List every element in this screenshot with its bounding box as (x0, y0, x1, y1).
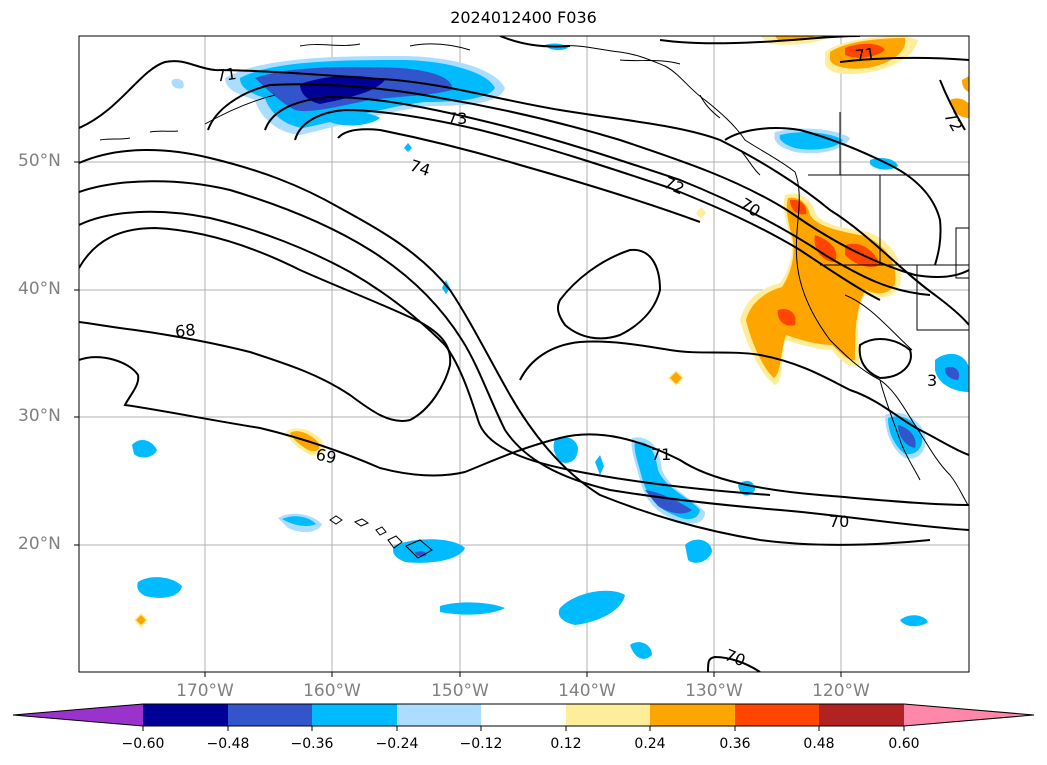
hawaiian-islands (329, 515, 433, 559)
colorbar-segment (228, 704, 312, 726)
colorbar-segment (735, 704, 819, 726)
lon-label: 160°W (303, 681, 361, 701)
lat-label: 50°N (18, 151, 61, 171)
colorbar-tick-label: 0.36 (719, 736, 751, 752)
contour-label: 71 (854, 44, 877, 66)
colorbar-segment (397, 704, 481, 726)
map-title: 2024012400 F036 (450, 8, 597, 27)
contour-label: 74 (407, 156, 432, 180)
colorbar-tick-label: −0.60 (121, 736, 165, 752)
lat-label: 30°N (18, 406, 61, 426)
coastlines (99, 43, 969, 506)
contour-label: 71 (215, 64, 238, 86)
colorbar-tick-label: −0.48 (206, 736, 250, 752)
contour-label: 70 (722, 645, 748, 670)
colorbar-segment (566, 704, 650, 726)
colorbar-tick-label: 0.24 (634, 736, 666, 752)
colorbar-segment (143, 704, 228, 726)
contour-label: 70 (829, 512, 849, 531)
lon-label: 140°W (558, 681, 616, 701)
contour-label: 68 (174, 320, 196, 341)
lon-label: 130°W (685, 681, 743, 701)
colorbar (12, 703, 1035, 731)
contour-label: 73 (447, 109, 467, 128)
colorbar-tick-label: −0.24 (375, 736, 419, 752)
colorbar-tick-label: 0.60 (888, 736, 920, 752)
colorbar-tick-label: 0.48 (803, 736, 835, 752)
lon-label: 170°W (176, 681, 234, 701)
lon-label: 150°W (431, 681, 489, 701)
lat-label: 40°N (18, 279, 61, 299)
contour-lines (79, 36, 969, 672)
positive-anomaly-fills (134, 36, 969, 628)
colorbar-segment (650, 704, 735, 726)
colorbar-segment (312, 704, 397, 726)
contour-label: 69 (314, 445, 338, 468)
colorbar-right-extension (904, 704, 1034, 726)
contour-label: 3 (927, 371, 937, 390)
axis-ticks (74, 161, 842, 677)
colorbar-segment (481, 704, 566, 726)
colorbar-tick-label: 0.12 (550, 736, 582, 752)
colorbar-left-extension (13, 704, 143, 726)
colorbar-tick-label: −0.12 (459, 736, 503, 752)
map-frame (78, 35, 970, 673)
lat-label: 20°N (18, 534, 61, 554)
contour-label: 72 (661, 173, 687, 199)
colorbar-segment (819, 704, 904, 726)
lon-label: 120°W (812, 681, 870, 701)
contour-label: 71 (651, 445, 671, 464)
colorbar-tick-label: −0.36 (290, 736, 334, 752)
